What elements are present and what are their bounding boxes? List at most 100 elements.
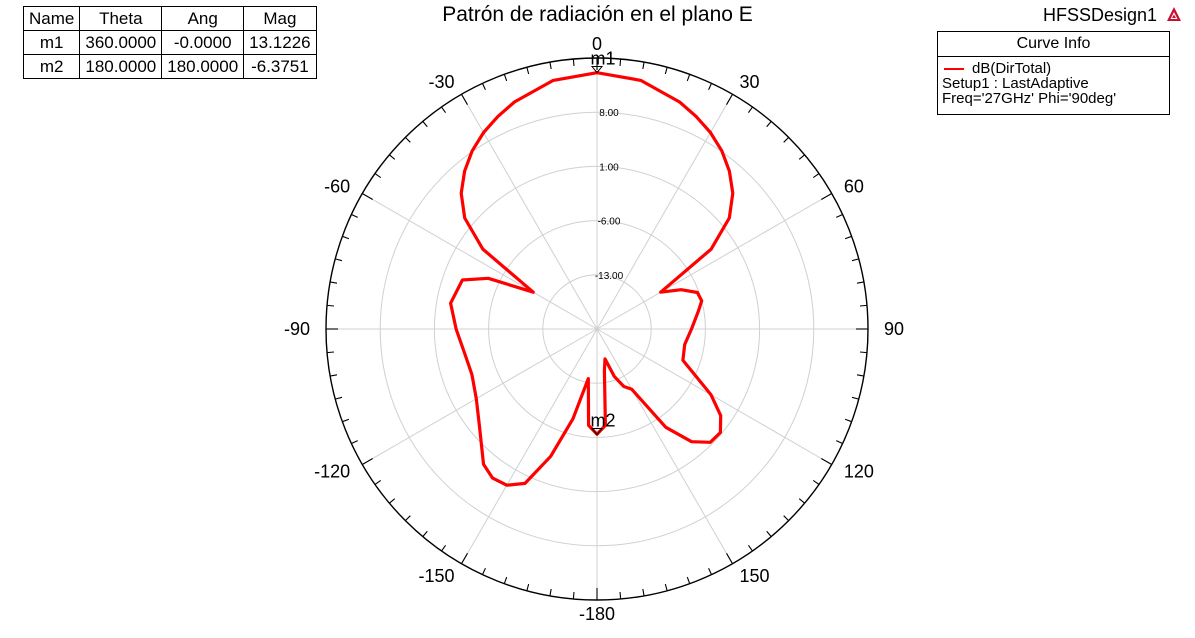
angle-tick [642,588,645,596]
series-line-dirtotal[interactable] [449,71,735,487]
grid-spoke [596,328,733,564]
marker-cell-mag: 13.1226 [243,30,317,55]
angle-tick [335,258,343,262]
angle-tick [549,588,552,596]
angle-tick [619,58,622,67]
marker-label: m1 [590,49,615,69]
angle-tick [526,67,530,75]
angle-tick [362,193,373,200]
angle-tick [362,458,373,465]
angle-tick [686,74,691,82]
angle-tick-label: -60 [324,177,350,197]
angle-tick [783,515,790,522]
angle-tick [844,418,852,423]
polar-labels: 0 30 60 90 120 150 -180 -150 -120 -90 -60 -30 -13.00… [284,34,904,624]
angle-tick [422,121,428,128]
angle-tick [812,173,820,179]
legend-body: dB(DirTotal) Setup1 : LastAdaptive Freq=… [938,57,1169,106]
angle-tick [330,374,338,377]
angle-tick [851,396,859,400]
angle-tick [747,106,753,114]
angle-tick [572,591,575,600]
angle-tick [404,515,411,522]
marker-cell-mag: -6.3751 [243,54,317,79]
angle-tick-label: -150 [418,566,454,586]
grid-spoke [596,328,832,465]
angle-tick-label: 60 [844,177,864,197]
angle-tick [374,479,382,485]
angle-tick [389,154,396,160]
marker-triangle[interactable] [590,66,604,74]
legend-trace-name: dB(DirTotal) [972,60,1052,77]
angle-tick [461,94,468,105]
angle-tick [351,213,358,218]
trace-layer [449,71,735,487]
marker-header-mag: Mag [243,6,317,31]
angle-tick [708,83,713,90]
angle-tick-label: -120 [314,462,350,482]
angle-tick [812,479,820,485]
marker-table: Name Theta Ang Mag m1 360.0000 -0.0000 1… [22,6,317,79]
marker-cell-name: m1 [22,30,81,55]
angle-tick [422,530,428,537]
angle-tick-label: 120 [844,462,874,482]
grid-spoke [362,193,598,330]
angle-tick-label: -180 [579,604,615,624]
angle-tick [851,258,859,262]
grid-spoke [461,328,598,564]
angle-tick [526,583,530,591]
angle-tick [572,58,575,67]
angle-tick [549,62,552,70]
angle-tick [798,498,805,504]
angle-tick [441,106,447,114]
ansys-logo-icon [1167,7,1181,21]
angle-tick [821,193,832,200]
angle-tick [461,553,468,564]
marker-cell-theta: 180.0000 [79,54,163,79]
angle-tick [664,583,668,591]
angle-tick [821,458,832,465]
angle-tick [351,440,358,445]
legend[interactable]: Curve Info dB(DirTotal) Setup1 : LastAda… [937,31,1170,115]
legend-setup: Setup1 : LastAdaptive [942,75,1089,92]
angle-tick [859,304,868,307]
angle-tick-label: 0 [592,34,602,54]
marker-header-name: Name [22,6,81,31]
marker-header-theta: Theta [79,6,163,31]
marker-cell-ang: -0.0000 [161,30,245,55]
angle-tick [844,235,852,240]
polar-ticks [326,58,868,600]
marker-cell-ang: 180.0000 [161,54,245,79]
angle-tick [389,498,396,504]
angle-tick [342,418,350,423]
grid-spoke [461,94,598,330]
angle-tick [766,121,772,128]
angle-tick [330,281,338,284]
angle-tick [481,568,486,575]
angle-tick [708,568,713,575]
angle-tick [856,281,864,284]
angle-tick [856,374,864,377]
angle-tick [481,83,486,90]
angle-tick-label: -30 [428,72,454,92]
angle-tick [747,544,753,552]
angle-tick [836,440,843,445]
angle-tick [798,154,805,160]
angle-tick-label: 90 [884,319,904,339]
marker-table-header-row: Name Theta Ang Mag [22,6,317,31]
marker-triangle[interactable] [590,427,604,436]
marker-table-row[interactable]: m2 180.0000 180.0000 -6.3751 [22,54,317,79]
angle-tick [503,74,508,82]
legend-entry[interactable]: dB(DirTotal) [942,61,1165,76]
legend-swatch [944,68,964,71]
angle-tick [642,62,645,70]
angle-tick [374,173,382,179]
legend-params: Freq='27GHz' Phi='90deg' [942,90,1117,107]
marker-cell-name: m2 [22,54,81,79]
angle-tick-label: 30 [740,72,760,92]
angle-tick [664,67,668,75]
radial-tick-label: 8.00 [599,108,619,119]
angle-tick [726,94,733,105]
marker-table-row[interactable]: m1 360.0000 -0.0000 13.1226 [22,30,317,55]
